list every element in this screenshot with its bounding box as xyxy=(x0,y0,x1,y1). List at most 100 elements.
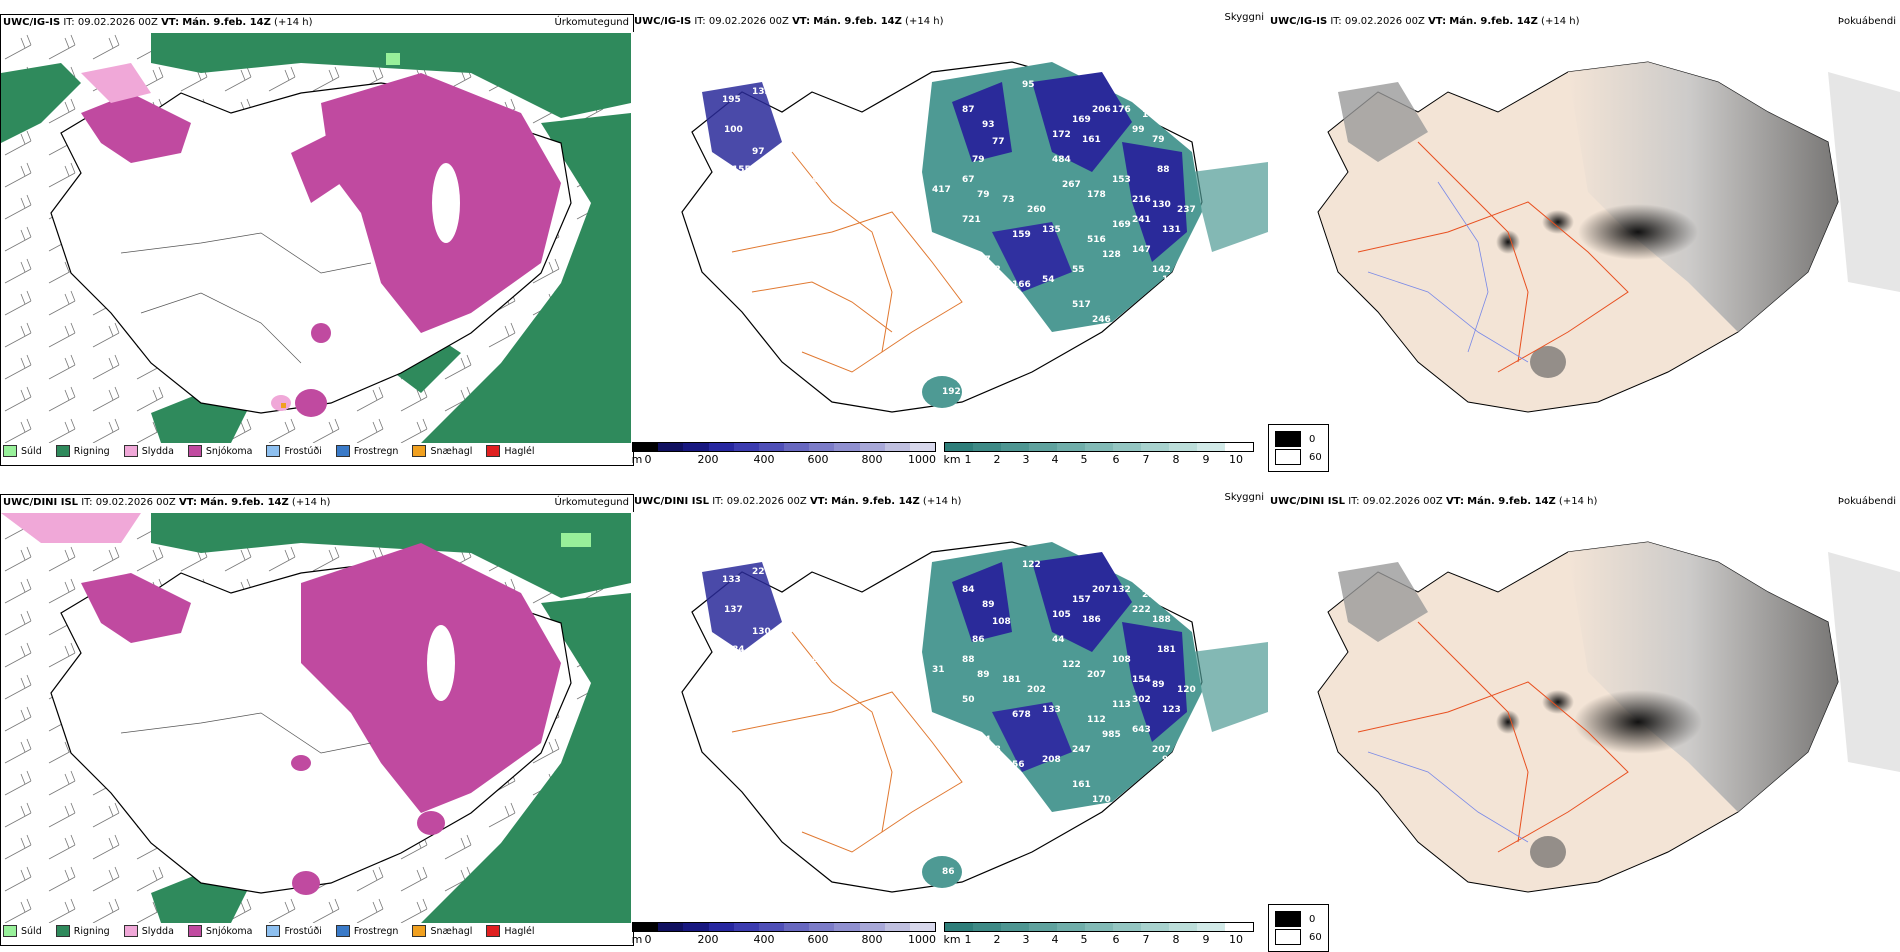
fog-legend-item: 0 xyxy=(1275,911,1322,927)
visibility-value-label: 169 xyxy=(1112,220,1131,230)
visibility-value-label: 154 xyxy=(1132,675,1151,685)
visibility-colorbar: km 1 2 3 4 5 6 7 8 9 10 xyxy=(943,442,1254,466)
visibility-value-label: 155 xyxy=(732,165,751,175)
precip-map[interactable] xyxy=(1,513,631,923)
visibility-value-label: 207 xyxy=(1087,670,1106,680)
colorbar-tick: 1000 xyxy=(908,453,936,466)
legend-item: Slydda xyxy=(123,445,174,457)
legend-item: Frostregn xyxy=(335,445,398,457)
visibility-value-label: 130 xyxy=(752,627,771,637)
visibility-map[interactable]: 133 227 137 109 84 130 218 84 89 86 88 89 108 122 105 1… xyxy=(632,512,1268,922)
panel-title: Þokuábendi xyxy=(1837,496,1896,507)
legend-item: Haglél xyxy=(486,925,535,937)
visibility-value-label: 195 xyxy=(722,95,741,105)
panel-header: UWC/IG-IS IT: 09.02.2026 00Z VT: Mán. 9.… xyxy=(1270,16,1580,27)
precip-map[interactable] xyxy=(1,33,631,443)
colorbar-tick: 2 xyxy=(993,453,1001,466)
visibility-value-label: 98 xyxy=(782,125,795,135)
visibility-value-label: 87 xyxy=(962,105,975,115)
visibility-value-label: 192 xyxy=(942,387,961,397)
visibility-value-label: 218 xyxy=(742,655,761,665)
visibility-value-label: 55 xyxy=(1072,265,1085,275)
panel-header: UWC/IG-IS IT: 09.02.2026 00Z VT: Mán. 9.… xyxy=(3,17,313,28)
visibility-value-label: 98 xyxy=(1162,755,1175,765)
fog-legend-item: 60 xyxy=(1275,929,1322,945)
colorbar-unit: m xyxy=(631,933,643,946)
visibility-colorbar: km 1 2 3 4 5 6 7 8 9 10 xyxy=(943,922,1254,946)
visibility-value-label: 67 xyxy=(962,175,975,185)
legend-item: Snjókoma xyxy=(187,925,252,937)
colorbar-tick: 800 xyxy=(861,453,883,466)
visibility-value-label: 113 xyxy=(1112,700,1131,710)
colorbar-tick: 8 xyxy=(1172,933,1180,946)
visibility-value-label: 89 xyxy=(977,670,990,680)
visibility-value-label: 246 xyxy=(1092,315,1111,325)
visibility-value-label: 89 xyxy=(1152,680,1165,690)
colorbar-tick: 0 xyxy=(644,933,652,946)
ceiling-colorbar: m 0 200 400 600 800 1000 xyxy=(632,922,936,946)
colorbar-tick: 3 xyxy=(1022,933,1030,946)
visibility-value-label: 54 xyxy=(1042,275,1055,285)
visibility-value-label: 88 xyxy=(962,655,975,665)
visibility-value-label: 161 xyxy=(1072,780,1091,790)
visibility-value-label: 112 xyxy=(1087,715,1106,725)
visibility-value-label: 108 xyxy=(982,745,1001,755)
visibility-value-label: 206 xyxy=(1092,105,1111,115)
visibility-value-label: 227 xyxy=(752,567,771,577)
visibility-value-label: 86 xyxy=(942,867,955,877)
visibility-value-label: 133 xyxy=(722,575,741,585)
visibility-value-label: 516 xyxy=(1087,235,1106,245)
visibility-value-label: 133 xyxy=(1042,705,1061,715)
visibility-value-label: 302 xyxy=(1132,695,1151,705)
visibility-value-label: 200 xyxy=(1192,725,1211,735)
visibility-value-label: 267 xyxy=(1062,180,1081,190)
visibility-value-label: 39 xyxy=(882,225,895,235)
colorbar-tick: 6 xyxy=(1112,453,1120,466)
visibility-value-label: 985 xyxy=(1102,730,1121,740)
visibility-value-label: 99 xyxy=(1132,125,1145,135)
precip-legend: Súld Rigning Slydda Snjókoma Frostúði Fr… xyxy=(3,445,535,457)
visibility-value-label: 260 xyxy=(1027,205,1046,215)
colorbar-tick: 3 xyxy=(1022,453,1030,466)
visibility-value-label: 157 xyxy=(972,255,991,265)
colorbar-tick: 5 xyxy=(1080,933,1088,946)
visibility-value-label: 80 xyxy=(1132,575,1145,585)
fog-map[interactable] xyxy=(1268,32,1900,442)
fog-map[interactable] xyxy=(1268,512,1900,922)
fog-legend: 0 60 xyxy=(1268,904,1329,952)
precip-map-svg xyxy=(1,513,631,923)
panel-header: UWC/DINI ISL IT: 09.02.2026 00Z VT: Mán.… xyxy=(1270,496,1598,507)
colorbar-tick: 7 xyxy=(1142,453,1150,466)
visibility-value-label: 100 xyxy=(724,125,743,135)
visibility-value-label: 170 xyxy=(1092,795,1111,805)
visibility-value-label: 133 xyxy=(752,87,771,97)
colorbar-tick: 8 xyxy=(1172,453,1180,466)
colorbar-tick: 1 xyxy=(964,933,972,946)
visibility-value-label: 147 xyxy=(1132,245,1151,255)
visibility-value-label: 135 xyxy=(1042,225,1061,235)
visibility-value-label: 56 xyxy=(1012,760,1025,770)
colorbar-tick: 400 xyxy=(753,453,775,466)
legend-item: Haglél xyxy=(486,445,535,457)
visibility-panel: UWC/DINI ISL IT: 09.02.2026 00Z VT: Mán.… xyxy=(632,492,1268,946)
precip-type-panel: UWC/IG-IS IT: 09.02.2026 00Z VT: Mán. 9.… xyxy=(0,14,634,466)
visibility-value-label: 143 xyxy=(1142,110,1161,120)
colorbar-tick: 9 xyxy=(1202,453,1210,466)
visibility-value-label: 77 xyxy=(992,785,1005,795)
visibility-value-label: 124 xyxy=(972,735,991,745)
visibility-value-label: 169 xyxy=(1072,115,1091,125)
visibility-map[interactable]: 195 133 100 98 155 97 103 87 93 79 67 79 77 95 172 169 2… xyxy=(632,32,1268,442)
visibility-value-label: 103 xyxy=(742,175,761,185)
visibility-value-label: 678 xyxy=(1012,710,1031,720)
visibility-value-label: 125 xyxy=(1162,275,1181,285)
visibility-value-label: 86 xyxy=(812,655,825,665)
visibility-value-label: 207 xyxy=(1152,745,1171,755)
precip-map-svg xyxy=(1,33,631,443)
fog-map-svg xyxy=(1268,512,1900,922)
colorbar-tick: 600 xyxy=(807,933,829,946)
visibility-value-label: 142 xyxy=(1152,265,1171,275)
row-1: UWC/IG-IS IT: 09.02.2026 00Z VT: Mán. 9.… xyxy=(0,0,1900,475)
legend-item: Frostregn xyxy=(335,925,398,937)
panel-title: Skyggni xyxy=(1224,12,1264,23)
